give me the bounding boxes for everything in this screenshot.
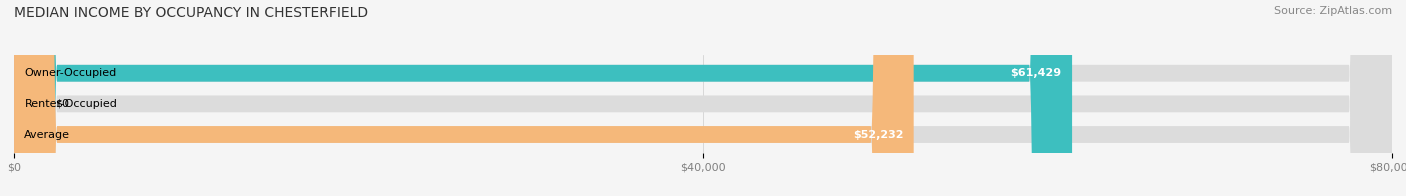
FancyBboxPatch shape	[14, 0, 1073, 196]
FancyBboxPatch shape	[14, 0, 1392, 196]
Text: Renter-Occupied: Renter-Occupied	[24, 99, 117, 109]
FancyBboxPatch shape	[14, 0, 1392, 196]
Text: $61,429: $61,429	[1011, 68, 1062, 78]
Text: $52,232: $52,232	[853, 130, 903, 140]
FancyBboxPatch shape	[14, 0, 1392, 196]
FancyBboxPatch shape	[14, 0, 45, 196]
Text: Average: Average	[24, 130, 70, 140]
Text: Source: ZipAtlas.com: Source: ZipAtlas.com	[1274, 6, 1392, 16]
Text: Owner-Occupied: Owner-Occupied	[24, 68, 117, 78]
Text: MEDIAN INCOME BY OCCUPANCY IN CHESTERFIELD: MEDIAN INCOME BY OCCUPANCY IN CHESTERFIE…	[14, 6, 368, 20]
FancyBboxPatch shape	[14, 0, 914, 196]
Text: $0: $0	[55, 99, 69, 109]
